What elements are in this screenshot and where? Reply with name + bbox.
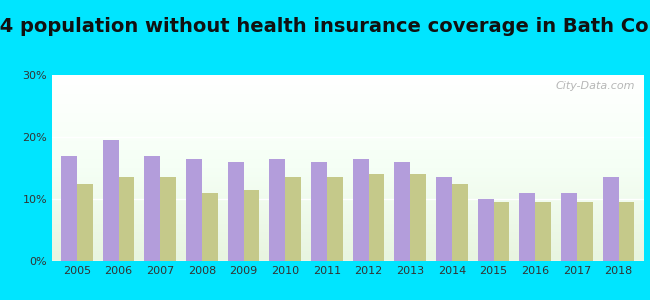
Bar	[603, 177, 619, 261]
Bar	[535, 202, 551, 261]
Text: City-Data.com: City-Data.com	[555, 81, 634, 91]
Bar	[61, 156, 77, 261]
Bar	[478, 199, 493, 261]
Bar	[285, 177, 301, 261]
Bar	[119, 177, 135, 261]
Bar	[561, 193, 577, 261]
Bar	[270, 159, 285, 261]
Bar	[493, 202, 510, 261]
Bar	[410, 174, 426, 261]
Bar	[519, 193, 535, 261]
Bar	[244, 190, 259, 261]
Bar	[436, 177, 452, 261]
Bar	[227, 162, 244, 261]
Bar	[369, 174, 384, 261]
Bar	[161, 177, 176, 261]
Bar	[103, 140, 119, 261]
Bar	[186, 159, 202, 261]
Bar	[452, 184, 468, 261]
Bar	[327, 177, 343, 261]
Bar	[77, 184, 93, 261]
Bar	[144, 156, 161, 261]
Bar	[395, 162, 410, 261]
Bar	[577, 202, 593, 261]
Text: 40-64 population without health insurance coverage in Bath County: 40-64 population without health insuranc…	[0, 17, 650, 36]
Bar	[311, 162, 327, 261]
Bar	[353, 159, 369, 261]
Bar	[202, 193, 218, 261]
Bar	[619, 202, 634, 261]
